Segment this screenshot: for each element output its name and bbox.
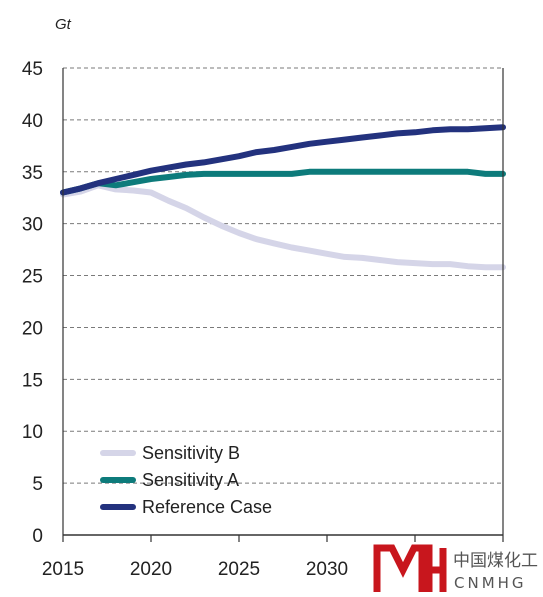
series-line-reference-case xyxy=(60,124,506,196)
series-line-sensitivity-a xyxy=(60,168,506,196)
y-tick-label: 5 xyxy=(32,474,43,495)
y-tick-label: 20 xyxy=(22,318,43,339)
y-tick-labels: 0 5 10 15 20 25 30 35 40 45 xyxy=(22,59,43,547)
x-tick-label: 2020 xyxy=(130,559,172,580)
series-line-sensitivity-b xyxy=(60,182,506,271)
x-tick-label: 2030 xyxy=(306,559,348,580)
watermark: 中国煤化工 CNMHG xyxy=(373,544,538,592)
legend-label: Sensitivity B xyxy=(142,443,240,463)
series-lines xyxy=(60,124,506,271)
y-tick-label: 30 xyxy=(22,215,43,236)
legend-label: Reference Case xyxy=(142,497,272,517)
y-tick-label: 10 xyxy=(22,422,43,443)
y-tick-label: 45 xyxy=(22,59,43,80)
axes xyxy=(62,68,504,536)
unit-label: Gt xyxy=(55,16,72,33)
watermark-cn-text: 中国煤化工 xyxy=(453,551,538,571)
y-tick-label: 40 xyxy=(22,111,43,132)
legend-label: Sensitivity A xyxy=(142,470,239,490)
legend: Sensitivity B Sensitivity A Reference Case xyxy=(100,443,272,517)
watermark-logo-icon xyxy=(373,544,447,592)
y-tick-label: 15 xyxy=(22,370,43,391)
x-tick-label: 2025 xyxy=(218,559,260,580)
y-tick-label: 0 xyxy=(32,526,43,547)
watermark-en-text: CNMHG xyxy=(454,574,527,592)
x-tick-labels: 2015 2020 2025 2030 xyxy=(42,535,504,580)
y-tick-label: 25 xyxy=(22,267,43,288)
y-tick-label: 35 xyxy=(22,163,43,184)
x-tick-label: 2015 xyxy=(42,559,84,580)
